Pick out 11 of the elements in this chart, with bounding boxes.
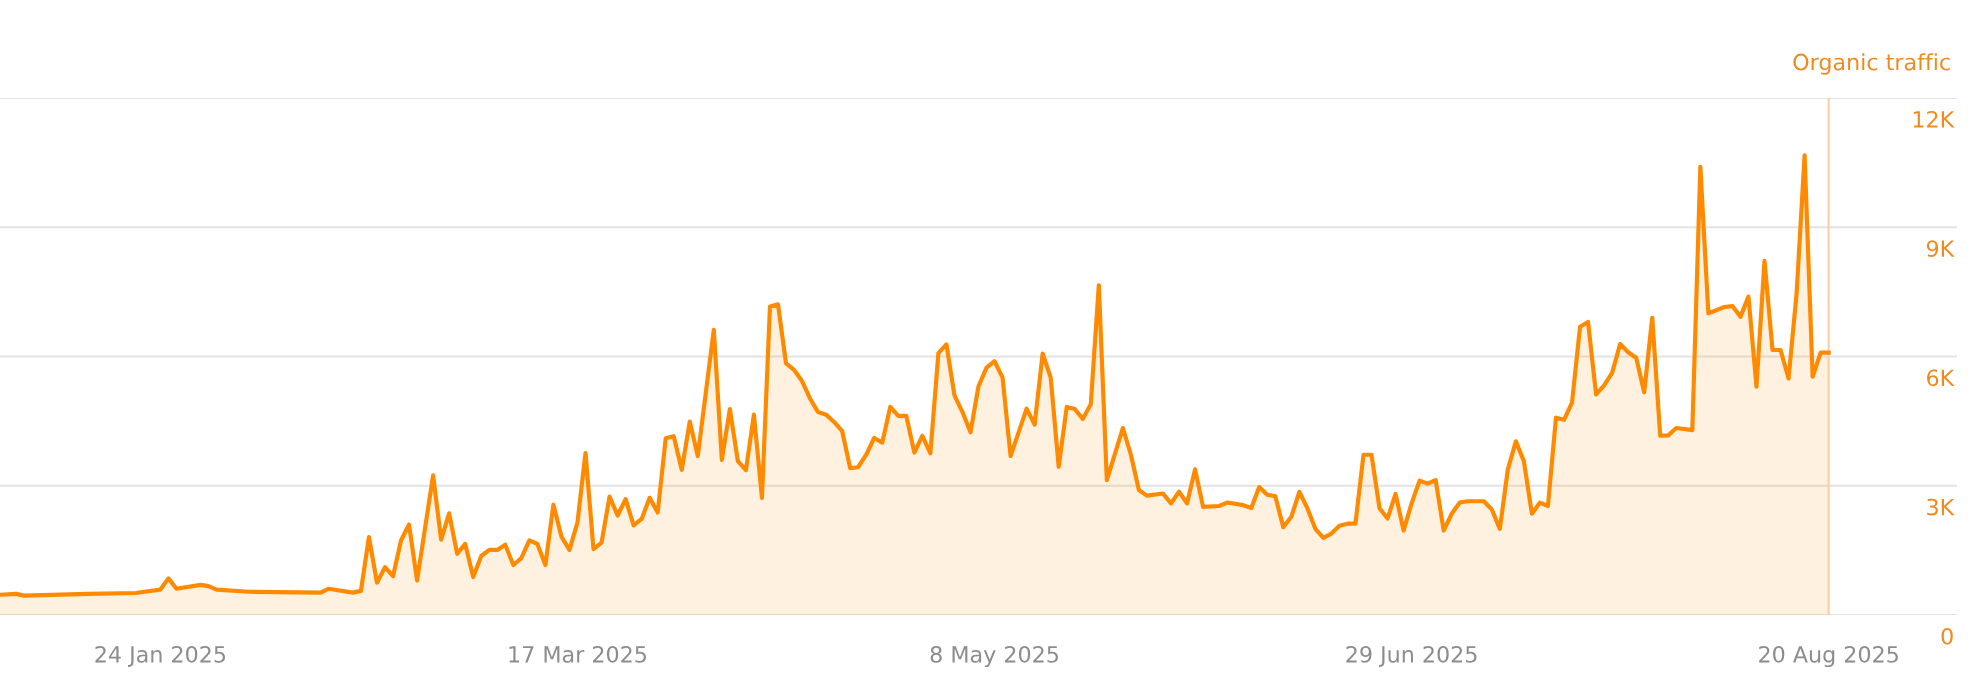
y-tick-label: 0 — [1941, 627, 1953, 645]
y-tick-label: 6K — [1927, 369, 1955, 387]
x-tick-label: 8 May 2025 — [930, 645, 1058, 668]
x-tick-label: 17 Mar 2025 — [509, 645, 646, 663]
y-tick-label: 12K — [1913, 110, 1955, 128]
y-tick-label: 9K — [1926, 240, 1955, 257]
y-tick-label: 3K — [1927, 498, 1955, 516]
y-axis-title: Organic traffic — [1793, 53, 1950, 75]
x-tick-label: 20 Aug 2025 — [1759, 645, 1898, 668]
x-tick-label: 29 Jun 2025 — [1346, 645, 1477, 667]
x-tick-label: 24 Jan 2025 — [95, 645, 226, 667]
